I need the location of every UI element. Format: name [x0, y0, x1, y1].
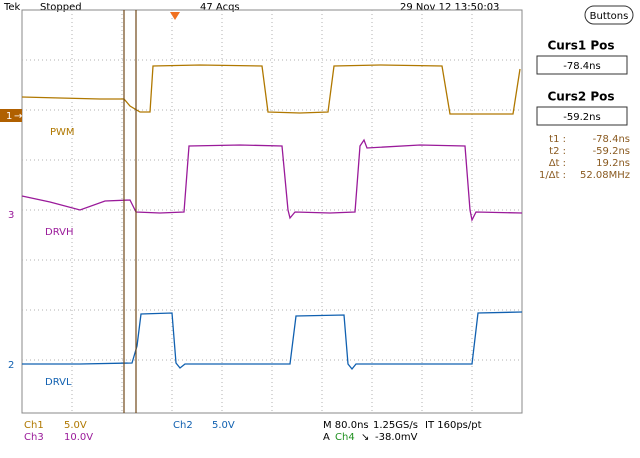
cursor-title: Curs1 Pos — [547, 39, 614, 53]
trigger-slope: ↘ — [361, 432, 369, 443]
ch1-marker-box — [0, 109, 22, 122]
acquisitions: 47 Acqs — [200, 2, 240, 13]
ch1-scale: 5.0V — [64, 420, 87, 431]
channel-marker: 3 — [8, 210, 14, 221]
channel-marker: 1 — [6, 111, 12, 122]
timestamp: 29 Nov 12 13:50:03 — [400, 2, 499, 13]
ch1-name: Ch1 — [24, 420, 44, 431]
ch2-scale: 5.0V — [212, 420, 235, 431]
channel-name: PWM — [50, 127, 75, 138]
drvl-trace — [22, 311, 523, 371]
status: Stopped — [40, 2, 82, 13]
ch3-name: Ch3 — [24, 432, 44, 443]
readout-label: Δt : — [549, 158, 566, 169]
cursor-value[interactable]: -78.4ns — [563, 61, 600, 72]
graticule — [21, 9, 523, 414]
readout-value: 19.2ns — [596, 158, 630, 169]
channel-arrow: → — [14, 111, 22, 122]
ch2-name: Ch2 — [173, 420, 193, 431]
cursor-value-box[interactable] — [536, 55, 628, 75]
readout-label: 1/Δt : — [539, 170, 566, 181]
sample-rate: 1.25GS/s — [373, 420, 418, 431]
readout-value: -78.4ns — [593, 134, 630, 145]
trigger-level: -38.0mV — [375, 432, 418, 443]
cursor-value-box[interactable] — [536, 106, 628, 126]
brand: Tek — [3, 2, 21, 13]
readout-label: t2 : — [549, 146, 566, 157]
buttons-label[interactable]: Buttons — [590, 11, 629, 22]
cursor-value[interactable]: -59.2ns — [563, 112, 600, 123]
cursor-title: Curs2 Pos — [547, 90, 614, 104]
pwm-trace — [21, 64, 521, 115]
buttons-button[interactable] — [584, 5, 634, 25]
trigger-marker — [170, 12, 180, 20]
ch3-scale: 10.0V — [64, 432, 93, 443]
channel-marker: 2 — [8, 360, 14, 371]
channel-name: DRVH — [45, 227, 73, 238]
interpolation: IT 160ps/pt — [425, 420, 482, 431]
trigger-mode: A — [323, 432, 330, 443]
drvh-trace — [21, 138, 523, 222]
readout-value: -59.2ns — [593, 146, 630, 157]
readout-label: t1 : — [549, 134, 566, 145]
timebase-scale: M 80.0ns — [323, 420, 369, 431]
trigger-source: Ch4 — [335, 432, 355, 443]
readout-value: 52.08MHz — [580, 170, 630, 181]
channel-name: DRVL — [45, 377, 72, 388]
